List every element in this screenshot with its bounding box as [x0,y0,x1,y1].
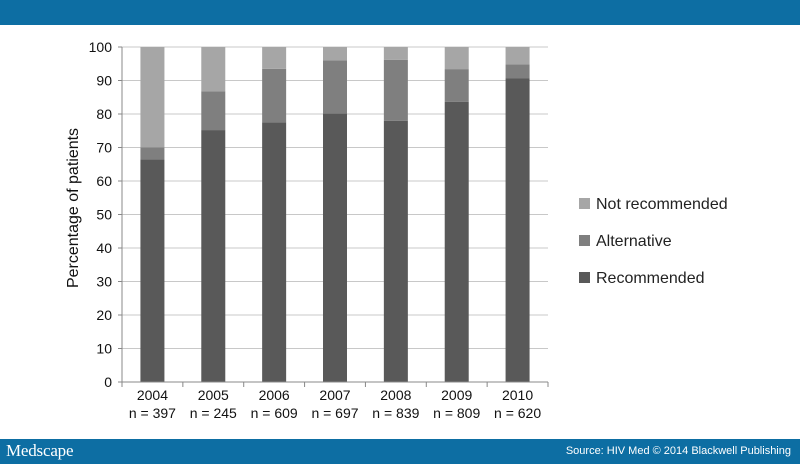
bar-2005-alternative [201,91,226,131]
bar-2010-alternative [505,64,530,79]
x-tick-label: 2006 [259,387,290,403]
bar-2004-alternative [140,147,165,160]
stacked-bar-chart: 0 10 20 30 40 50 60 70 80 90 100 2004 n = 397 2005 n … [65,39,728,421]
bar-2010-recommended [505,78,530,383]
bar-2007-not-recommended [323,47,347,61]
bar-2005-not-recommended [201,47,226,92]
y-tick-label: 70 [96,140,112,156]
bar-2004-recommended [140,159,165,382]
x-tick-sublabel: n = 245 [190,405,237,421]
bar-2006-alternative [262,68,287,123]
bar-2008-alternative [383,59,408,121]
x-tick-sublabel: n = 620 [494,405,541,421]
x-tick-label: 2008 [380,387,411,403]
bar-2006-not-recommended [262,47,287,69]
legend-label: Recommended [596,270,705,287]
legend-label: Alternative [596,233,672,250]
x-tick-sublabel: n = 839 [372,405,419,421]
legend-swatch-alternative [579,235,590,246]
y-tick-label: 50 [96,207,112,223]
x-tick-label: 2005 [198,387,229,403]
legend-label: Not recommended [596,196,728,213]
bar-2008-recommended [383,120,408,382]
bar-2010-not-recommended [505,47,530,65]
legend-swatch-not-recommended [579,198,590,209]
x-tick-label: 2009 [441,387,472,403]
bar-2009-recommended [444,101,469,382]
bar-2008-not-recommended [383,47,408,60]
y-tick-label: 90 [96,73,112,89]
axes [118,46,549,387]
y-tick-label: 80 [96,106,112,122]
bar-2004-not-recommended [140,47,165,148]
x-tick-label: 2007 [319,387,350,403]
y-tick-label: 0 [104,374,112,390]
x-tick-label: 2010 [502,387,533,403]
legend: Not recommended Alternative Recommended [579,196,728,287]
y-tick-label: 100 [89,39,113,55]
bars [140,47,530,383]
source-credit: Source: HIV Med © 2014 Blackwell Publish… [565,445,791,457]
bar-2006-recommended [262,122,287,382]
bar-2007-alternative [323,60,347,114]
x-tick-sublabel: n = 697 [311,405,358,421]
bar-2007-recommended [323,113,347,382]
y-tick-label: 30 [96,274,112,290]
header-bar [0,0,800,25]
medscape-logo: Medscape [6,441,74,460]
x-tick-sublabel: n = 809 [433,405,480,421]
bar-2005-recommended [201,130,226,382]
footer-bar: Medscape Source: HIV Med © 2014 Blackwel… [0,439,800,464]
legend-swatch-recommended [579,272,590,283]
x-tick-sublabel: n = 609 [251,405,298,421]
bar-2009-not-recommended [444,47,469,70]
y-axis-title: Percentage of patients [65,128,82,288]
y-tick-label: 40 [96,240,112,256]
x-tick-sublabel: n = 397 [129,405,176,421]
y-tick-labels: 0 10 20 30 40 50 60 70 80 90 100 [89,39,113,390]
y-tick-label: 20 [96,307,112,323]
x-tick-label: 2004 [137,387,168,403]
y-tick-label: 60 [96,173,112,189]
x-tick-labels: 2004 n = 397 2005 n = 245 2006 n = 609 2007 n =… [129,387,541,421]
bar-2009-alternative [444,69,469,102]
y-tick-label: 10 [96,341,112,357]
